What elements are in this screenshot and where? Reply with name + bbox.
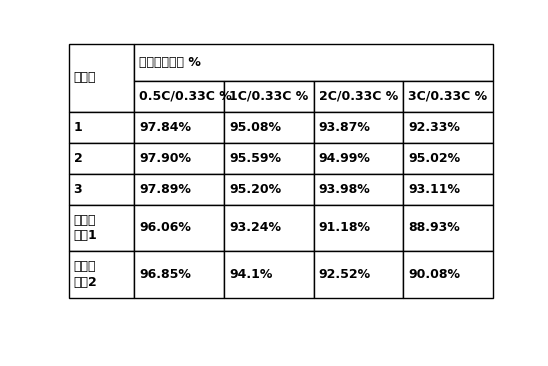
Bar [313, 112, 403, 143]
Bar [403, 205, 493, 251]
Text: 97.89%: 97.89% [139, 183, 191, 195]
Text: 96.06%: 96.06% [139, 221, 191, 234]
Text: 1C/0.33C %: 1C/0.33C % [229, 90, 309, 102]
Bar [224, 112, 313, 143]
Text: 3C/0.33C %: 3C/0.33C % [408, 90, 487, 102]
Bar [134, 205, 224, 251]
Bar [403, 112, 493, 143]
Bar [313, 173, 403, 205]
Bar [313, 81, 403, 112]
Text: 1: 1 [73, 120, 82, 134]
Text: 95.20%: 95.20% [229, 183, 281, 195]
Text: 90.08%: 90.08% [408, 268, 460, 281]
Bar [134, 112, 224, 143]
Bar [68, 142, 134, 173]
Text: 95.02%: 95.02% [408, 152, 460, 165]
Bar [68, 173, 134, 205]
Bar [224, 251, 313, 298]
Bar [224, 205, 313, 251]
Text: 对比实
施例1: 对比实 施例1 [73, 213, 98, 242]
Text: 95.59%: 95.59% [229, 152, 281, 165]
Bar [403, 251, 493, 298]
Text: 放电容量比例 %: 放电容量比例 % [139, 56, 201, 69]
Text: 95.08%: 95.08% [229, 120, 281, 134]
Bar [68, 44, 134, 112]
Bar [68, 251, 134, 298]
Text: 92.52%: 92.52% [318, 268, 371, 281]
Bar [313, 251, 403, 298]
Text: 88.93%: 88.93% [408, 221, 460, 234]
Text: 93.98%: 93.98% [318, 183, 370, 195]
Bar [224, 173, 313, 205]
Bar [313, 205, 403, 251]
Text: 93.87%: 93.87% [318, 120, 370, 134]
Bar [224, 81, 313, 112]
Text: 97.90%: 97.90% [139, 152, 191, 165]
Bar [403, 173, 493, 205]
Text: 3: 3 [73, 183, 82, 195]
Bar [134, 81, 224, 112]
Text: 96.85%: 96.85% [139, 268, 191, 281]
Bar [134, 251, 224, 298]
Text: 92.33%: 92.33% [408, 120, 460, 134]
Text: 93.24%: 93.24% [229, 221, 281, 234]
Text: 91.18%: 91.18% [318, 221, 370, 234]
Bar [68, 112, 134, 143]
Bar [403, 142, 493, 173]
Text: 94.99%: 94.99% [318, 152, 370, 165]
Text: 97.84%: 97.84% [139, 120, 191, 134]
Bar [134, 173, 224, 205]
Bar [134, 142, 224, 173]
Text: 0.5C/0.33C %: 0.5C/0.33C % [139, 90, 232, 102]
Text: 93.11%: 93.11% [408, 183, 460, 195]
Text: 2: 2 [73, 152, 82, 165]
Bar [134, 44, 493, 81]
Bar [224, 142, 313, 173]
Text: 实施例: 实施例 [73, 71, 96, 84]
Bar [403, 81, 493, 112]
Text: 对比实
施例2: 对比实 施例2 [73, 260, 98, 288]
Bar [313, 142, 403, 173]
Text: 2C/0.33C %: 2C/0.33C % [318, 90, 398, 102]
Text: 94.1%: 94.1% [229, 268, 272, 281]
Bar [68, 205, 134, 251]
